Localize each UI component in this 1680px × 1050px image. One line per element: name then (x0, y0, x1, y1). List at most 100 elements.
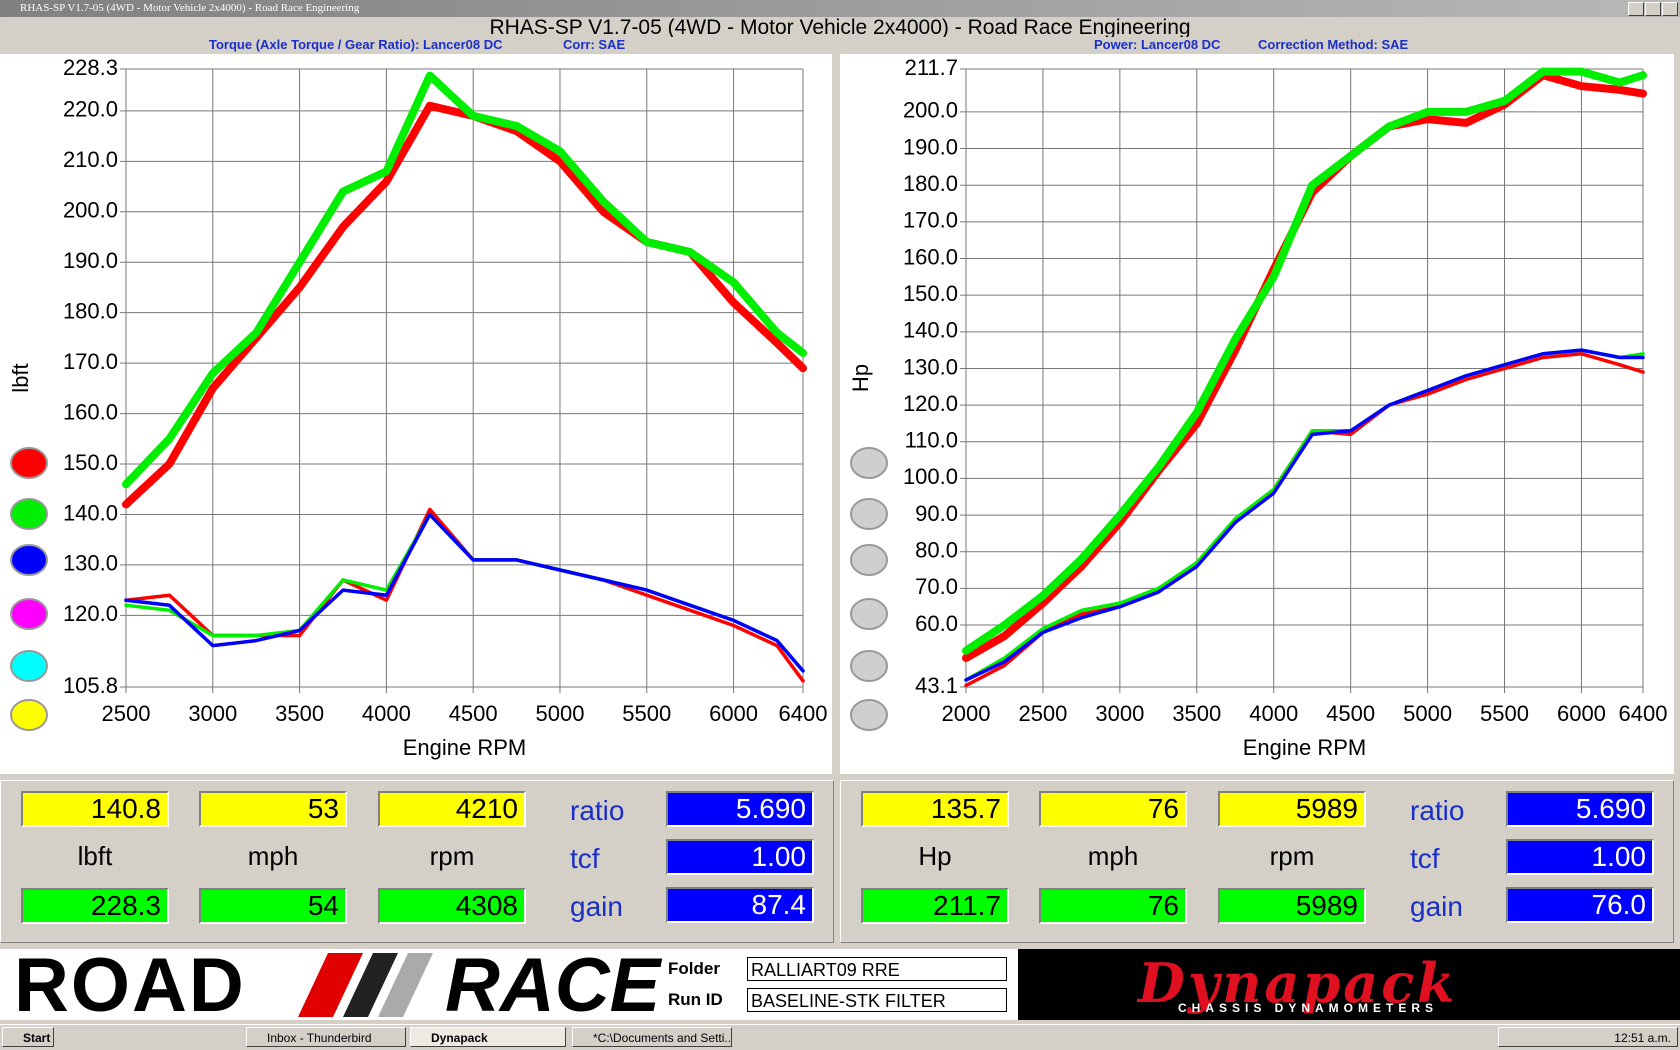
series-line (122, 71, 807, 489)
series-line (122, 101, 807, 509)
y-tick-label: 100.0 (903, 464, 958, 489)
taskbar-item[interactable]: *C:\Documents and Setti... (572, 1027, 732, 1047)
current-value: 76 (1039, 791, 1187, 827)
brand-area: Dynapack CHASSIS DYNAMOMETERS (1018, 949, 1680, 1020)
x-tick-label: 4000 (362, 701, 411, 726)
y-tick-label: 211.7 (905, 55, 958, 80)
logo-text: ROAD (14, 943, 246, 1028)
y-tick-label: 200.0 (903, 98, 958, 123)
x-tick-label: 3500 (275, 701, 324, 726)
close-button[interactable] (1662, 2, 1678, 16)
parameter-value: 76.0 (1506, 887, 1654, 923)
y-tick-label: 130.0 (63, 551, 118, 576)
x-tick-label: 5500 (1480, 701, 1529, 726)
x-tick-label: 6400 (779, 701, 828, 726)
legend-button[interactable] (10, 447, 48, 479)
taskbar-item[interactable]: Inbox - Thunderbird (246, 1027, 406, 1047)
footer-logo-area: ROAD RACE Folder RALLIART09 RRE Run ID B… (0, 943, 1018, 1028)
legend-button[interactable] (850, 598, 888, 630)
window-title: RHAS-SP V1.7-05 (4WD - Motor Vehicle 2x4… (20, 2, 360, 14)
chart-subtitle: Correction Method: SAE (1258, 37, 1409, 52)
legend-button[interactable] (10, 699, 48, 731)
parameter-value: 5.690 (1506, 791, 1654, 827)
x-tick-label: 5500 (622, 701, 671, 726)
y-tick-label: 190.0 (63, 248, 118, 273)
folder-label: Folder (668, 959, 720, 978)
y-tick-label: 200.0 (63, 198, 118, 223)
x-tick-label: 2500 (102, 701, 151, 726)
legend-button[interactable] (850, 699, 888, 731)
maximize-button[interactable] (1645, 2, 1661, 16)
y-tick-label: 120.0 (903, 391, 958, 416)
taskbar-item[interactable]: Dynapack (410, 1027, 566, 1047)
y-tick-label: 210.0 (63, 147, 118, 172)
start-button[interactable]: Start (2, 1027, 54, 1047)
y-tick-label: 160.0 (903, 244, 958, 269)
x-tick-label: 5000 (535, 701, 584, 726)
logo-text: RACE (445, 943, 661, 1028)
y-tick-label: 110.0 (905, 428, 958, 453)
chart-subtitle: Corr: SAE (563, 37, 626, 52)
series-line (964, 352, 1645, 688)
power-chart: 43.1 60.0 70.0 80.0 90.0 100.0 110.0 120.0 130.0… (840, 54, 1674, 774)
x-tick-label: 5000 (1403, 701, 1452, 726)
legend-button[interactable] (850, 650, 888, 682)
readout-panel: 135.7 Hp 211.7 76 mph 76 5989 rpm 5989 ratio 5.690… (840, 780, 1674, 943)
x-axis-label: Engine RPM (1243, 735, 1367, 760)
brand-subtitle: CHASSIS DYNAMOMETERS (1178, 1001, 1439, 1015)
legend-button[interactable] (850, 544, 888, 576)
unit-label: Hp (918, 841, 952, 871)
run-id-field[interactable]: BASELINE-STK FILTER (747, 988, 1007, 1012)
series-line (124, 512, 805, 673)
x-tick-label: 3000 (188, 701, 237, 726)
x-tick-label: 6400 (1619, 701, 1668, 726)
y-tick-label: 170.0 (63, 349, 118, 374)
legend-button[interactable] (10, 598, 48, 630)
brand-logo: Dynapack (1138, 951, 1458, 1015)
x-tick-label: 4500 (1326, 701, 1375, 726)
parameter-value: 1.00 (1506, 839, 1654, 875)
y-tick-label: 140.0 (63, 500, 118, 525)
legend-button[interactable] (10, 544, 48, 576)
peak-value: 76 (1039, 888, 1187, 924)
torque-chart: 105.8 120.0 130.0 140.0 150.0 160.0 170.0 180.0… (0, 54, 832, 774)
peak-value: 54 (199, 888, 347, 924)
series-line (124, 507, 805, 683)
parameter-label: tcf (570, 843, 600, 874)
y-tick-label: 190.0 (903, 134, 958, 159)
legend-button[interactable] (10, 650, 48, 682)
chart-title: Torque (Axle Torque / Gear Ratio): Lance… (209, 37, 503, 52)
unit-label: rpm (1269, 841, 1315, 871)
series-line (964, 348, 1645, 682)
series-line (124, 512, 805, 673)
y-tick-label: 60.0 (915, 611, 958, 636)
parameter-value: 1.00 (666, 839, 814, 875)
y-axis-label: lbft (8, 363, 33, 392)
y-tick-label: 140.0 (903, 318, 958, 343)
y-tick-label: 105.8 (63, 673, 118, 698)
legend-button[interactable] (850, 447, 888, 479)
parameter-label: gain (1410, 891, 1463, 922)
legend-button[interactable] (10, 498, 48, 530)
peak-value: 228.3 (21, 888, 169, 924)
title-bar: RHAS-SP V1.7-05 (4WD - Motor Vehicle 2x4… (0, 0, 1680, 17)
y-tick-label: 70.0 (915, 574, 958, 599)
y-tick-label: 90.0 (915, 501, 958, 526)
readout-panel: 140.8 lbft 228.3 53 mph 54 4210 rpm 4308 ratio 5.6… (0, 780, 834, 943)
y-tick-label: 170.0 (903, 208, 958, 233)
y-tick-label: 228.3 (63, 55, 118, 80)
taskbar: Start Inbox - Thunderbird Dynapack *C:\D… (0, 1024, 1680, 1050)
run-id-label: Run ID (668, 990, 723, 1009)
minimize-button[interactable] (1628, 2, 1644, 16)
parameter-label: tcf (1410, 843, 1440, 874)
app-heading: RHAS-SP V1.7-05 (4WD - Motor Vehicle 2x4… (489, 16, 1191, 37)
parameter-label: ratio (570, 795, 625, 826)
unit-label: lbft (77, 841, 113, 871)
folder-field[interactable]: RALLIART09 RRE (747, 957, 1007, 981)
series-line (962, 67, 1647, 655)
legend-button[interactable] (850, 498, 888, 530)
y-tick-label: 160.0 (63, 399, 118, 424)
legend-buttons (10, 447, 48, 731)
y-tick-label: 43.1 (915, 673, 958, 698)
legend-buttons (850, 447, 888, 731)
